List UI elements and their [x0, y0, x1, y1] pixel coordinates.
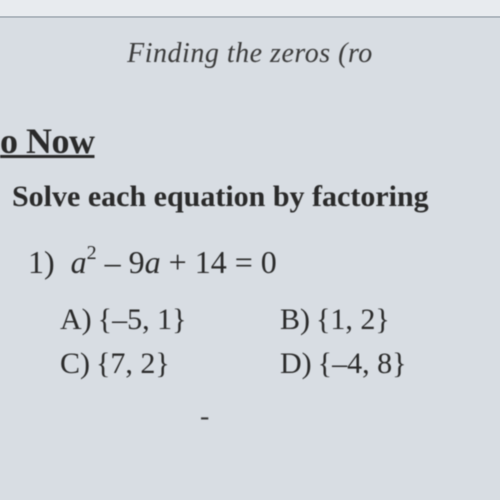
- choice-b-label: B): [280, 303, 310, 336]
- section-title: o Now: [0, 120, 500, 162]
- instruction-text: Solve each equation by factoring: [12, 180, 500, 214]
- choice-a-close: }: [172, 303, 186, 336]
- question-number: 1): [28, 244, 55, 280]
- math-exponent: 2: [87, 242, 97, 264]
- choice-a-content: –5, 1: [112, 303, 172, 336]
- choice-c-content: 7, 2: [110, 347, 155, 380]
- choice-c-open: {: [96, 347, 110, 380]
- bottom-dash: -: [200, 401, 500, 433]
- answer-choices: A){–5, 1} B){1, 2} C){7, 2} D){–4, 8}: [60, 303, 500, 381]
- choice-c-label: C): [60, 347, 90, 380]
- choice-d-content: –4, 8: [332, 347, 392, 380]
- choice-c-close: }: [155, 347, 169, 380]
- math-middle: – 9: [97, 244, 145, 280]
- toolbar-strip: [0, 0, 500, 18]
- choice-b-close: }: [375, 303, 389, 336]
- choice-row-1: A){–5, 1} B){1, 2}: [60, 303, 500, 337]
- choice-c: C){7, 2}: [60, 347, 280, 381]
- question-1: 1) a2 – 9a + 14 = 0: [28, 244, 500, 281]
- choice-b-content: 1, 2: [330, 303, 375, 336]
- page-subtitle: Finding the zeros (ro: [0, 38, 500, 70]
- choice-b-open: {: [316, 303, 330, 336]
- choice-d-label: D): [280, 347, 312, 380]
- choice-a: A){–5, 1}: [60, 303, 280, 337]
- choice-a-label: A): [60, 303, 92, 336]
- math-tail: + 14 = 0: [161, 244, 277, 280]
- choice-d: D){–4, 8}: [280, 347, 500, 381]
- choice-b: B){1, 2}: [280, 303, 500, 337]
- choice-d-open: {: [318, 347, 332, 380]
- choice-row-2: C){7, 2} D){–4, 8}: [60, 347, 500, 381]
- choice-a-open: {: [98, 303, 112, 336]
- math-variable-a1: a: [71, 244, 87, 280]
- choice-d-close: }: [392, 347, 406, 380]
- math-variable-a2: a: [145, 244, 161, 280]
- worksheet-content: Finding the zeros (ro o Now Solve each e…: [0, 18, 500, 433]
